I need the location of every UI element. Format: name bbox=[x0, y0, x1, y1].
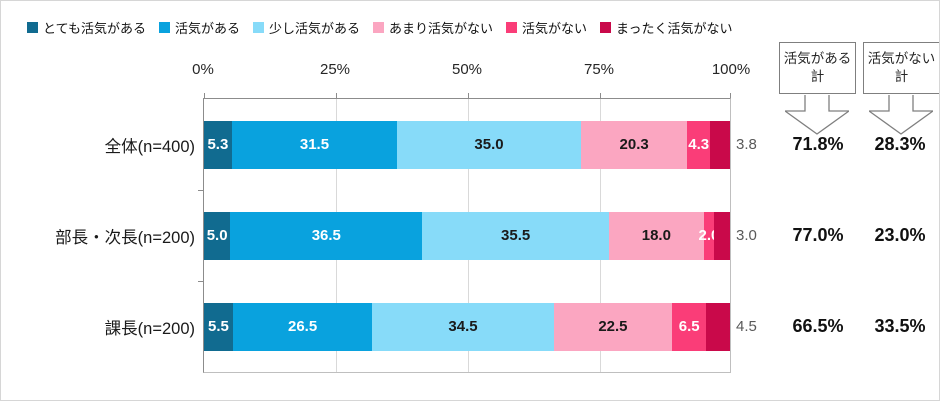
axis-tick bbox=[336, 93, 337, 98]
total-negative-value: 33.5% bbox=[874, 316, 926, 336]
legend-label: 少し活気がある bbox=[268, 21, 360, 36]
axis-tick bbox=[198, 190, 203, 191]
category-label: 課長(n=200) bbox=[104, 319, 195, 338]
bar-row: 全体(n=400) 5.3 31.5 35.0 20.3 4.3 3.8 71.8% 28.3% bbox=[105, 120, 926, 169]
legend-swatch bbox=[158, 22, 170, 33]
legend-swatch bbox=[373, 22, 384, 33]
bar-segment: 5.0 bbox=[204, 211, 231, 260]
legend-label: 活気がない bbox=[522, 21, 588, 36]
axis-tick bbox=[198, 281, 203, 282]
plot-area: 全体(n=400) 5.3 31.5 35.0 20.3 4.3 3.8 71.8% 28.3%… bbox=[55, 93, 926, 373]
bar-segment: 5.5 bbox=[204, 302, 233, 351]
bar-row: 部長・次長(n=200) 5.0 36.5 35.5 18.0 2.0 3.0 77.0% 23… bbox=[55, 211, 926, 260]
bar-segment: 20.3 bbox=[580, 120, 688, 169]
down-arrow-icon bbox=[869, 95, 933, 135]
total-positive-value: 71.8% bbox=[792, 134, 844, 154]
bar-value-outside: 4.5 bbox=[736, 318, 757, 335]
total-negative-value: 23.0% bbox=[874, 225, 926, 245]
category-label: 部長・次長(n=200) bbox=[55, 228, 195, 247]
legend-swatch bbox=[252, 22, 264, 33]
total-positive-value: 77.0% bbox=[792, 225, 844, 245]
x-axis-label: 100% bbox=[711, 61, 751, 78]
category-band: 全体(n=400) 5.3 31.5 35.0 20.3 4.3 3.8 71.8% 28.3% bbox=[105, 99, 926, 190]
bar-segment: 31.5 bbox=[231, 120, 398, 169]
callout-negative-total: 活気がない計 bbox=[863, 42, 939, 94]
category-band: 部長・次長(n=200) 5.0 36.5 35.5 18.0 2.0 3.0 77.0% 23… bbox=[55, 190, 926, 281]
legend-label: あまり活気がない bbox=[389, 21, 494, 36]
bar-segment: 4.3 bbox=[687, 120, 710, 169]
legend-label: とても活気がある bbox=[43, 21, 146, 36]
bar-segment: 6.5 bbox=[672, 302, 707, 351]
callout-positive-label: 活気がある計 bbox=[783, 51, 852, 84]
callout-positive-total: 活気がある計 bbox=[779, 42, 856, 94]
x-axis-label: 50% bbox=[451, 61, 483, 78]
bar-segment: 5.3 bbox=[204, 120, 232, 169]
bar-segment: 18.0 bbox=[609, 211, 704, 260]
legend-swatch bbox=[600, 22, 612, 33]
callout-negative-label: 活気がない計 bbox=[867, 51, 936, 84]
x-axis-label: 25% bbox=[319, 61, 351, 78]
bar-segment: 36.5 bbox=[230, 211, 423, 260]
legend-label: 活気がある bbox=[174, 21, 240, 36]
legend-item: とても活気がある bbox=[27, 18, 146, 37]
bar-segment bbox=[706, 302, 730, 351]
total-negative-value: 28.3% bbox=[874, 134, 926, 154]
category-band: 課長(n=200) 5.5 26.5 34.5 22.5 6.5 4.5 66.5% 33.5% bbox=[105, 281, 926, 372]
bar-segment bbox=[714, 211, 730, 260]
legend-item: あまり活気がない bbox=[373, 18, 493, 37]
legend-item: まったく活気がない bbox=[600, 18, 733, 37]
legend-item: 少し活気がある bbox=[252, 18, 360, 37]
legend-swatch bbox=[27, 22, 38, 33]
bar-segment: 35.5 bbox=[422, 211, 609, 260]
axis-tick bbox=[468, 93, 469, 98]
axis-tick bbox=[600, 93, 601, 98]
legend-label: まったく活気がない bbox=[616, 21, 733, 36]
total-positive-value: 66.5% bbox=[792, 316, 844, 336]
legend: とても活気がある 活気がある 少し活気がある あまり活気がない 活気がない まったく活気が… bbox=[27, 18, 733, 37]
bar-segment: 35.0 bbox=[397, 120, 581, 169]
bar-segment: 34.5 bbox=[372, 302, 554, 351]
legend-swatch bbox=[506, 22, 518, 33]
bar-row: 課長(n=200) 5.5 26.5 34.5 22.5 6.5 4.5 66.5% 33.5% bbox=[105, 302, 926, 351]
legend-item: 活気がない bbox=[506, 18, 587, 37]
down-arrow-icon bbox=[785, 95, 849, 135]
x-axis-label: 0% bbox=[192, 61, 214, 78]
bar-value-outside: 3.8 bbox=[736, 136, 757, 153]
axis-tick bbox=[730, 93, 731, 98]
bar-segment: 26.5 bbox=[232, 302, 373, 351]
axis-tick bbox=[204, 93, 205, 98]
category-label: 全体(n=400) bbox=[104, 137, 195, 156]
x-axis-label: 75% bbox=[583, 61, 615, 78]
bar-value-outside: 3.0 bbox=[736, 227, 757, 244]
bar-segment bbox=[710, 120, 730, 169]
bar-segment: 2.0 bbox=[699, 211, 719, 260]
bar-segment: 22.5 bbox=[553, 302, 673, 351]
legend-item: 活気がある bbox=[158, 18, 240, 37]
